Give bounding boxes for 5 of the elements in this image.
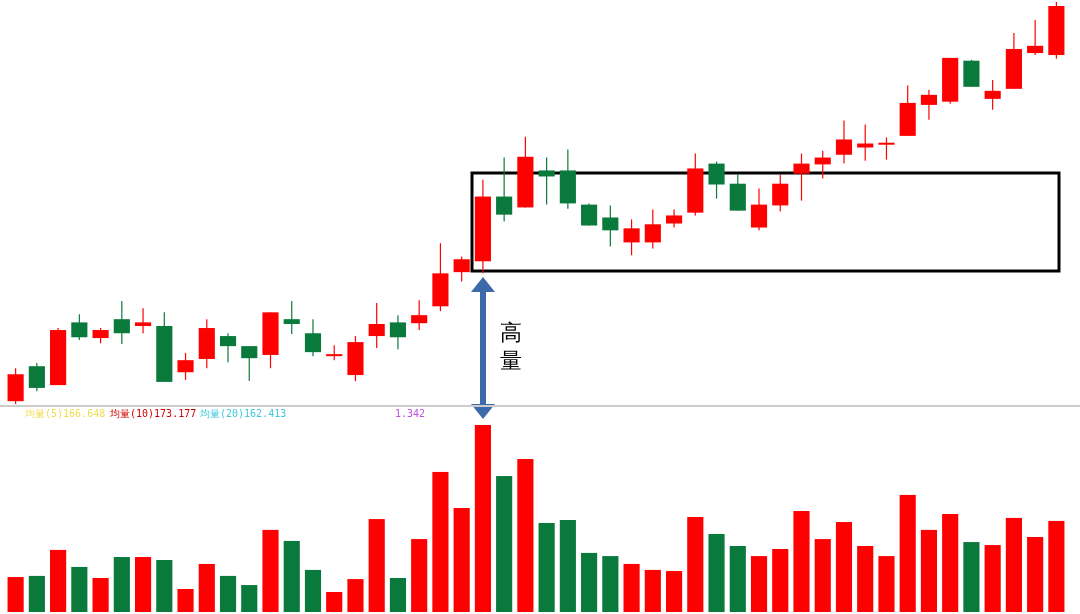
annotation: 均量(20)162.413 bbox=[200, 408, 287, 419]
annotation: 高量 bbox=[500, 320, 522, 373]
annotation: 均量(10)173.177 bbox=[110, 408, 197, 419]
annotation: 1.342 bbox=[395, 408, 426, 419]
annotation: 均量(5)166.648 bbox=[25, 408, 106, 419]
